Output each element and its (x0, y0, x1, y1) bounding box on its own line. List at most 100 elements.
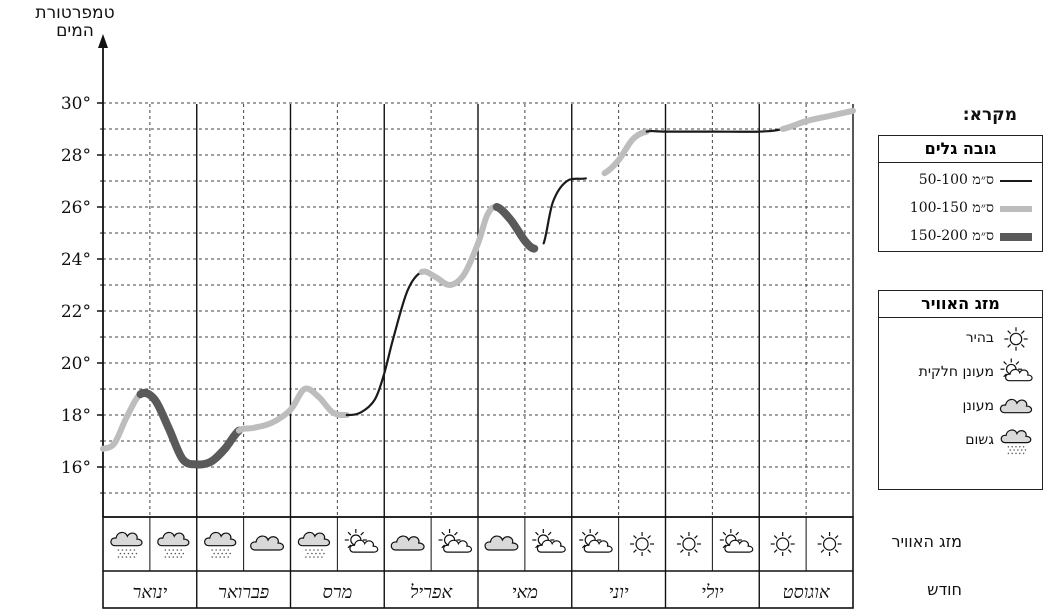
curve-segment-medium (601, 128, 650, 177)
cloud-shape (157, 531, 190, 547)
rain-drop (217, 552, 219, 555)
curve-segment-low (645, 127, 784, 133)
cloud-icon (390, 535, 425, 551)
rain-drop (225, 552, 227, 555)
curve-segment-low (542, 177, 587, 245)
grid (103, 102, 854, 517)
curve-segment-low (345, 270, 423, 417)
sun-icon (817, 532, 842, 556)
rain-drop (133, 556, 136, 558)
rain-drop (315, 552, 317, 555)
sun-icon (676, 532, 701, 556)
sun-ray (773, 535, 778, 539)
month-label: יוני (609, 582, 629, 603)
line-swatch (1000, 180, 1032, 182)
rain-drop (219, 556, 221, 558)
rain-drop (223, 556, 225, 558)
rain-drop (1009, 449, 1012, 451)
legend-label: מעונן (962, 398, 994, 414)
rain-icon (297, 531, 331, 558)
rain-drop (317, 549, 319, 551)
rain-drop (211, 549, 213, 551)
legend-label: גשום (965, 432, 994, 448)
month-label: מאי (512, 582, 538, 603)
legend-label: בהיר (965, 330, 994, 346)
partly-cloudy-icon (438, 529, 473, 553)
month-row-label: חודש (927, 580, 962, 599)
curve-segment-high (492, 203, 539, 253)
sun-ray (680, 549, 684, 553)
line-swatch (1000, 233, 1032, 241)
sun-ray (441, 531, 446, 536)
sun-ray (347, 531, 352, 536)
rain-drop (121, 549, 124, 551)
sun-ray (820, 549, 825, 553)
month-label: אוגוסט (783, 582, 831, 603)
legend-icon-drawing (1000, 358, 1033, 382)
wave-height-legend: גובה גלים 50-100 ס״מ 100-150 ס״מ 150-200… (878, 135, 1043, 252)
y-tick-label: 28° (61, 146, 91, 166)
rain-drop (1015, 445, 1017, 448)
rain-drop (182, 552, 185, 555)
rain-drop (1019, 445, 1021, 448)
rain-drop (1007, 445, 1010, 448)
legend-label: 100-150 ס״מ (909, 200, 994, 216)
legend-icon-drawing (999, 398, 1033, 414)
sun-ray (347, 544, 352, 549)
rain-drop (168, 549, 171, 551)
legend-title: מקרא: (962, 105, 1017, 125)
partly-cloudy-icon (344, 529, 379, 553)
y-tick-label: 30° (61, 94, 91, 114)
sun-ray (360, 531, 365, 536)
rain-drop (211, 556, 213, 558)
weather-legend: מזג האוויר בהיר מעונן חלקית מעונן גשום (878, 290, 1043, 490)
weather-row-label: מזג האוויר (891, 532, 962, 551)
rain-drop (229, 552, 231, 555)
curve-segment-medium (779, 107, 856, 132)
partly-cloudy-icon (719, 529, 754, 553)
month-label: ינואר (132, 582, 167, 603)
sun-ray (547, 531, 552, 536)
sun-icon (770, 532, 795, 556)
rain-drop (123, 552, 126, 555)
sun-ray (787, 535, 792, 539)
sun-ray (1021, 344, 1025, 348)
rain-drop (321, 549, 323, 551)
sun-ray (694, 535, 698, 539)
sun-ray (820, 535, 825, 539)
cloud-shape (1000, 429, 1032, 444)
rain-drop (309, 556, 311, 558)
sun-disc (822, 537, 837, 551)
partly-cloudy-icon (532, 529, 566, 553)
temperature-chart: 16° 18° 20° 22° 24° 26° 28° 30° ינואר פברואר מרס אפ… (61, 34, 856, 609)
sun-ray (694, 549, 698, 553)
curve-segment-medium (100, 391, 144, 452)
sun-ray (633, 549, 637, 553)
month-label: אפריל (410, 582, 453, 603)
sun-disc (682, 537, 696, 551)
sun-icon (1004, 327, 1028, 351)
rain-drop (127, 552, 130, 555)
line-swatch (1000, 206, 1032, 212)
partly-cloudy-icon (1000, 358, 1033, 382)
rain-drop (213, 552, 215, 555)
cloud-shape (724, 539, 754, 553)
rain-drop (215, 556, 217, 558)
rain-drop (131, 552, 134, 555)
legend-item-wave-medium: 100-150 ס״מ (879, 195, 1042, 223)
curve-segment-medium (235, 385, 350, 434)
cloud-shape (204, 531, 237, 547)
cloud-shape (443, 539, 473, 553)
y-axis-title-line2: המים (56, 21, 94, 41)
y-tick-label: 26° (61, 198, 91, 218)
y-tick-label: 22° (61, 302, 91, 322)
rain-drop (1024, 449, 1027, 451)
sun-ray (722, 544, 727, 549)
sun-ray (1007, 330, 1011, 334)
legend-label: מעונן חלקית (918, 364, 994, 380)
rain-drop (1017, 449, 1019, 451)
rain-icon (157, 531, 190, 558)
cloud-icon (250, 535, 285, 551)
cloud-shape (484, 535, 519, 551)
rain-drop (1013, 449, 1015, 451)
